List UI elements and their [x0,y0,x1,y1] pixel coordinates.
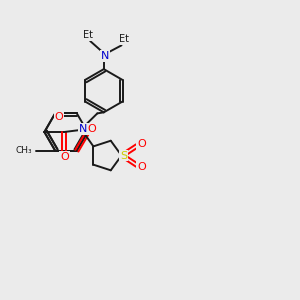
Text: S: S [120,151,128,160]
Text: O: O [54,112,63,122]
Text: O: O [137,162,146,172]
Text: Et: Et [83,30,93,40]
Text: O: O [88,124,97,134]
Text: N: N [79,124,88,134]
Text: Et: Et [119,34,130,44]
Text: O: O [60,152,69,162]
Text: O: O [137,139,146,149]
Text: N: N [101,51,110,61]
Text: CH₃: CH₃ [16,146,32,155]
